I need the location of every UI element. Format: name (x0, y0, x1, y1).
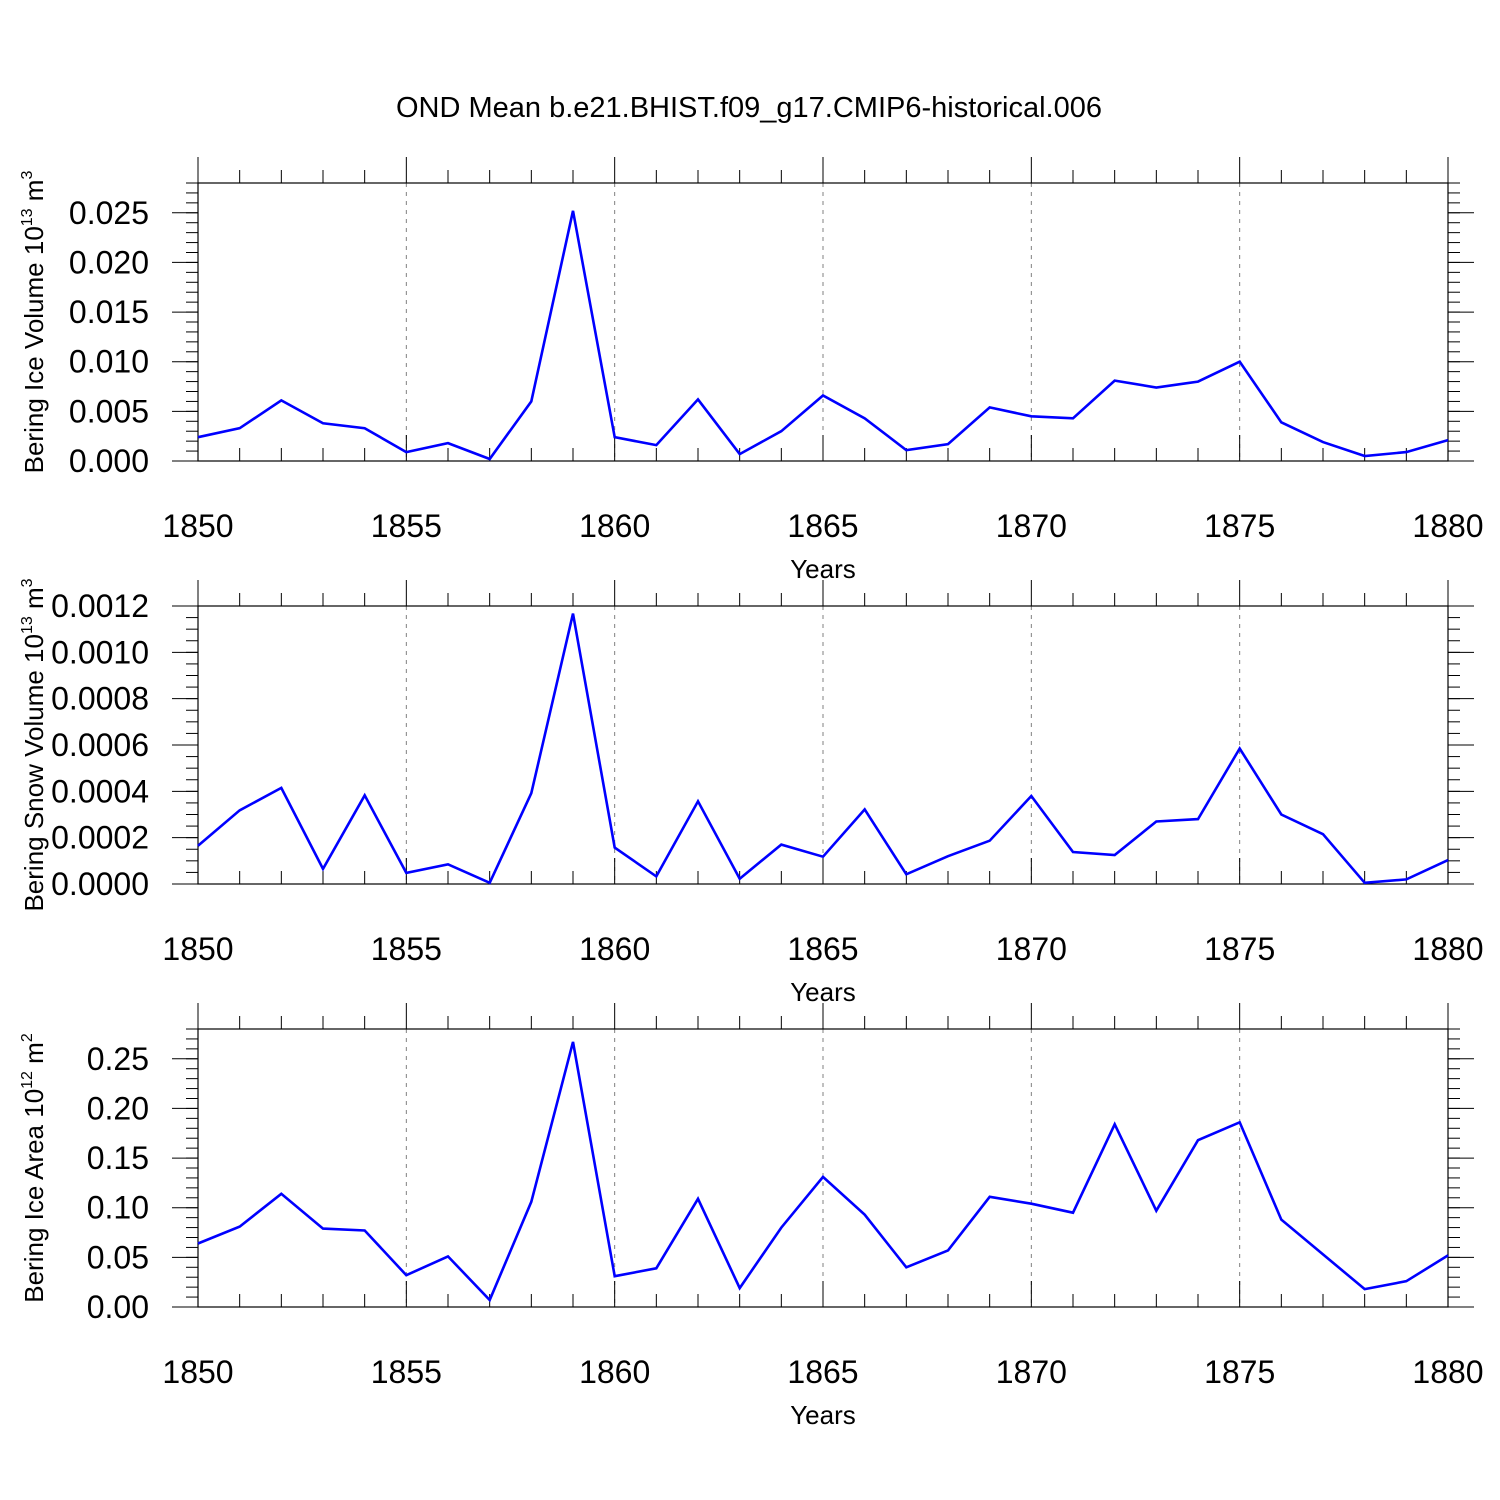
y-label-unit: m (19, 587, 49, 616)
x-tick-label: 1855 (371, 931, 442, 967)
x-tick-label: 1870 (996, 508, 1067, 544)
y-tick-label: 0.0012 (51, 588, 149, 624)
x-axis-label: Years (790, 554, 856, 584)
y-tick-label: 0.0000 (51, 866, 149, 902)
x-tick-label: 1880 (1412, 1354, 1483, 1390)
y-label-main: Bering Snow Volume 10 (19, 634, 49, 912)
y-label-exponent: 13 (19, 616, 36, 634)
x-tick-label: 1855 (371, 1354, 442, 1390)
x-tick-label: 1860 (579, 1354, 650, 1390)
y-tick-label: 0.0002 (51, 820, 149, 856)
x-tick-label: 1860 (579, 931, 650, 967)
x-tick-label: 1865 (787, 508, 858, 544)
y-tick-label: 0.010 (69, 344, 149, 380)
y-axis-label: Bering Snow Volume 1013 m3 (19, 578, 49, 911)
y-tick-label: 0.005 (69, 393, 149, 429)
chart-panel-1: 0.000 0.005 0.010 0.015 0.020 0.025 1850 1855 18… (19, 157, 1484, 584)
y-tick-label: 0.015 (69, 294, 149, 330)
y-label-exponent: 13 (19, 208, 36, 226)
x-tick-label: 1865 (787, 1354, 858, 1390)
x-tick-label: 1855 (371, 508, 442, 544)
series-line (197, 1041, 1449, 1303)
y-label-exponent: 12 (19, 1071, 36, 1089)
panels: 0.000 0.005 0.010 0.015 0.020 0.025 1850 1855 18… (19, 157, 1484, 1430)
y-tick-label: 0.0008 (51, 681, 149, 717)
x-tick-label: 1870 (996, 1354, 1067, 1390)
x-tick-label: 1865 (787, 931, 858, 967)
x-tick-label: 1875 (1204, 1354, 1275, 1390)
y-label-main: Bering Ice Area 10 (19, 1089, 49, 1303)
x-tick-label: 1870 (996, 931, 1067, 967)
y-axis-label: Bering Ice Volume 1013 m3 (19, 171, 49, 474)
chart-panel-3: 0.00 0.05 0.10 0.15 0.20 0.25 1850 1855 1860 1865… (19, 1003, 1484, 1430)
y-label-unit: m (19, 180, 49, 209)
x-tick-label: 1875 (1204, 508, 1275, 544)
x-tick-label: 1880 (1412, 508, 1483, 544)
y-tick-label: 0.0010 (51, 634, 149, 670)
y-tick-label: 0.000 (69, 443, 149, 479)
y-label-unit-exponent: 3 (19, 171, 36, 180)
y-tick-label: 0.15 (87, 1140, 149, 1176)
series-line (197, 613, 1449, 885)
series-line (197, 210, 1449, 461)
y-tick-label: 0.25 (87, 1041, 149, 1077)
x-axis-label: Years (790, 977, 856, 1007)
x-axis-label: Years (790, 1400, 856, 1430)
x-tick-label: 1850 (162, 508, 233, 544)
y-label-unit-exponent: 2 (19, 1033, 36, 1042)
x-tick-label: 1875 (1204, 931, 1275, 967)
y-tick-label: 0.0006 (51, 727, 149, 763)
y-tick-label: 0.20 (87, 1090, 149, 1126)
x-tick-label: 1850 (162, 931, 233, 967)
figure-title: OND Mean b.e21.BHIST.f09_g17.CMIP6-histo… (396, 92, 1102, 124)
y-label-unit: m (19, 1042, 49, 1071)
y-tick-label: 0.0004 (51, 773, 149, 809)
y-axis-label: Bering Ice Area 1012 m2 (19, 1033, 49, 1303)
x-tick-label: 1880 (1412, 931, 1483, 967)
y-tick-label: 0.05 (87, 1239, 149, 1275)
chart-panel-2: 0.0000 0.0002 0.0004 0.0006 0.0008 0.0010 0.00… (19, 578, 1484, 1007)
y-tick-label: 0.020 (69, 244, 149, 280)
y-label-main: Bering Ice Volume 10 (19, 226, 49, 473)
y-tick-label: 0.10 (87, 1190, 149, 1226)
x-tick-label: 1850 (162, 1354, 233, 1390)
y-tick-label: 0.025 (69, 195, 149, 231)
x-tick-label: 1860 (579, 508, 650, 544)
y-tick-label: 0.00 (87, 1289, 149, 1325)
y-label-unit-exponent: 3 (19, 578, 36, 587)
